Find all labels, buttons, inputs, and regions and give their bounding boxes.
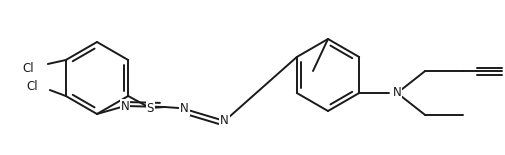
Text: S: S [146, 102, 154, 115]
Text: N: N [120, 100, 129, 113]
Text: N: N [220, 115, 228, 128]
Text: Cl: Cl [26, 80, 38, 93]
Text: N: N [392, 86, 401, 100]
Text: Cl: Cl [22, 62, 34, 75]
Text: N: N [180, 102, 188, 115]
